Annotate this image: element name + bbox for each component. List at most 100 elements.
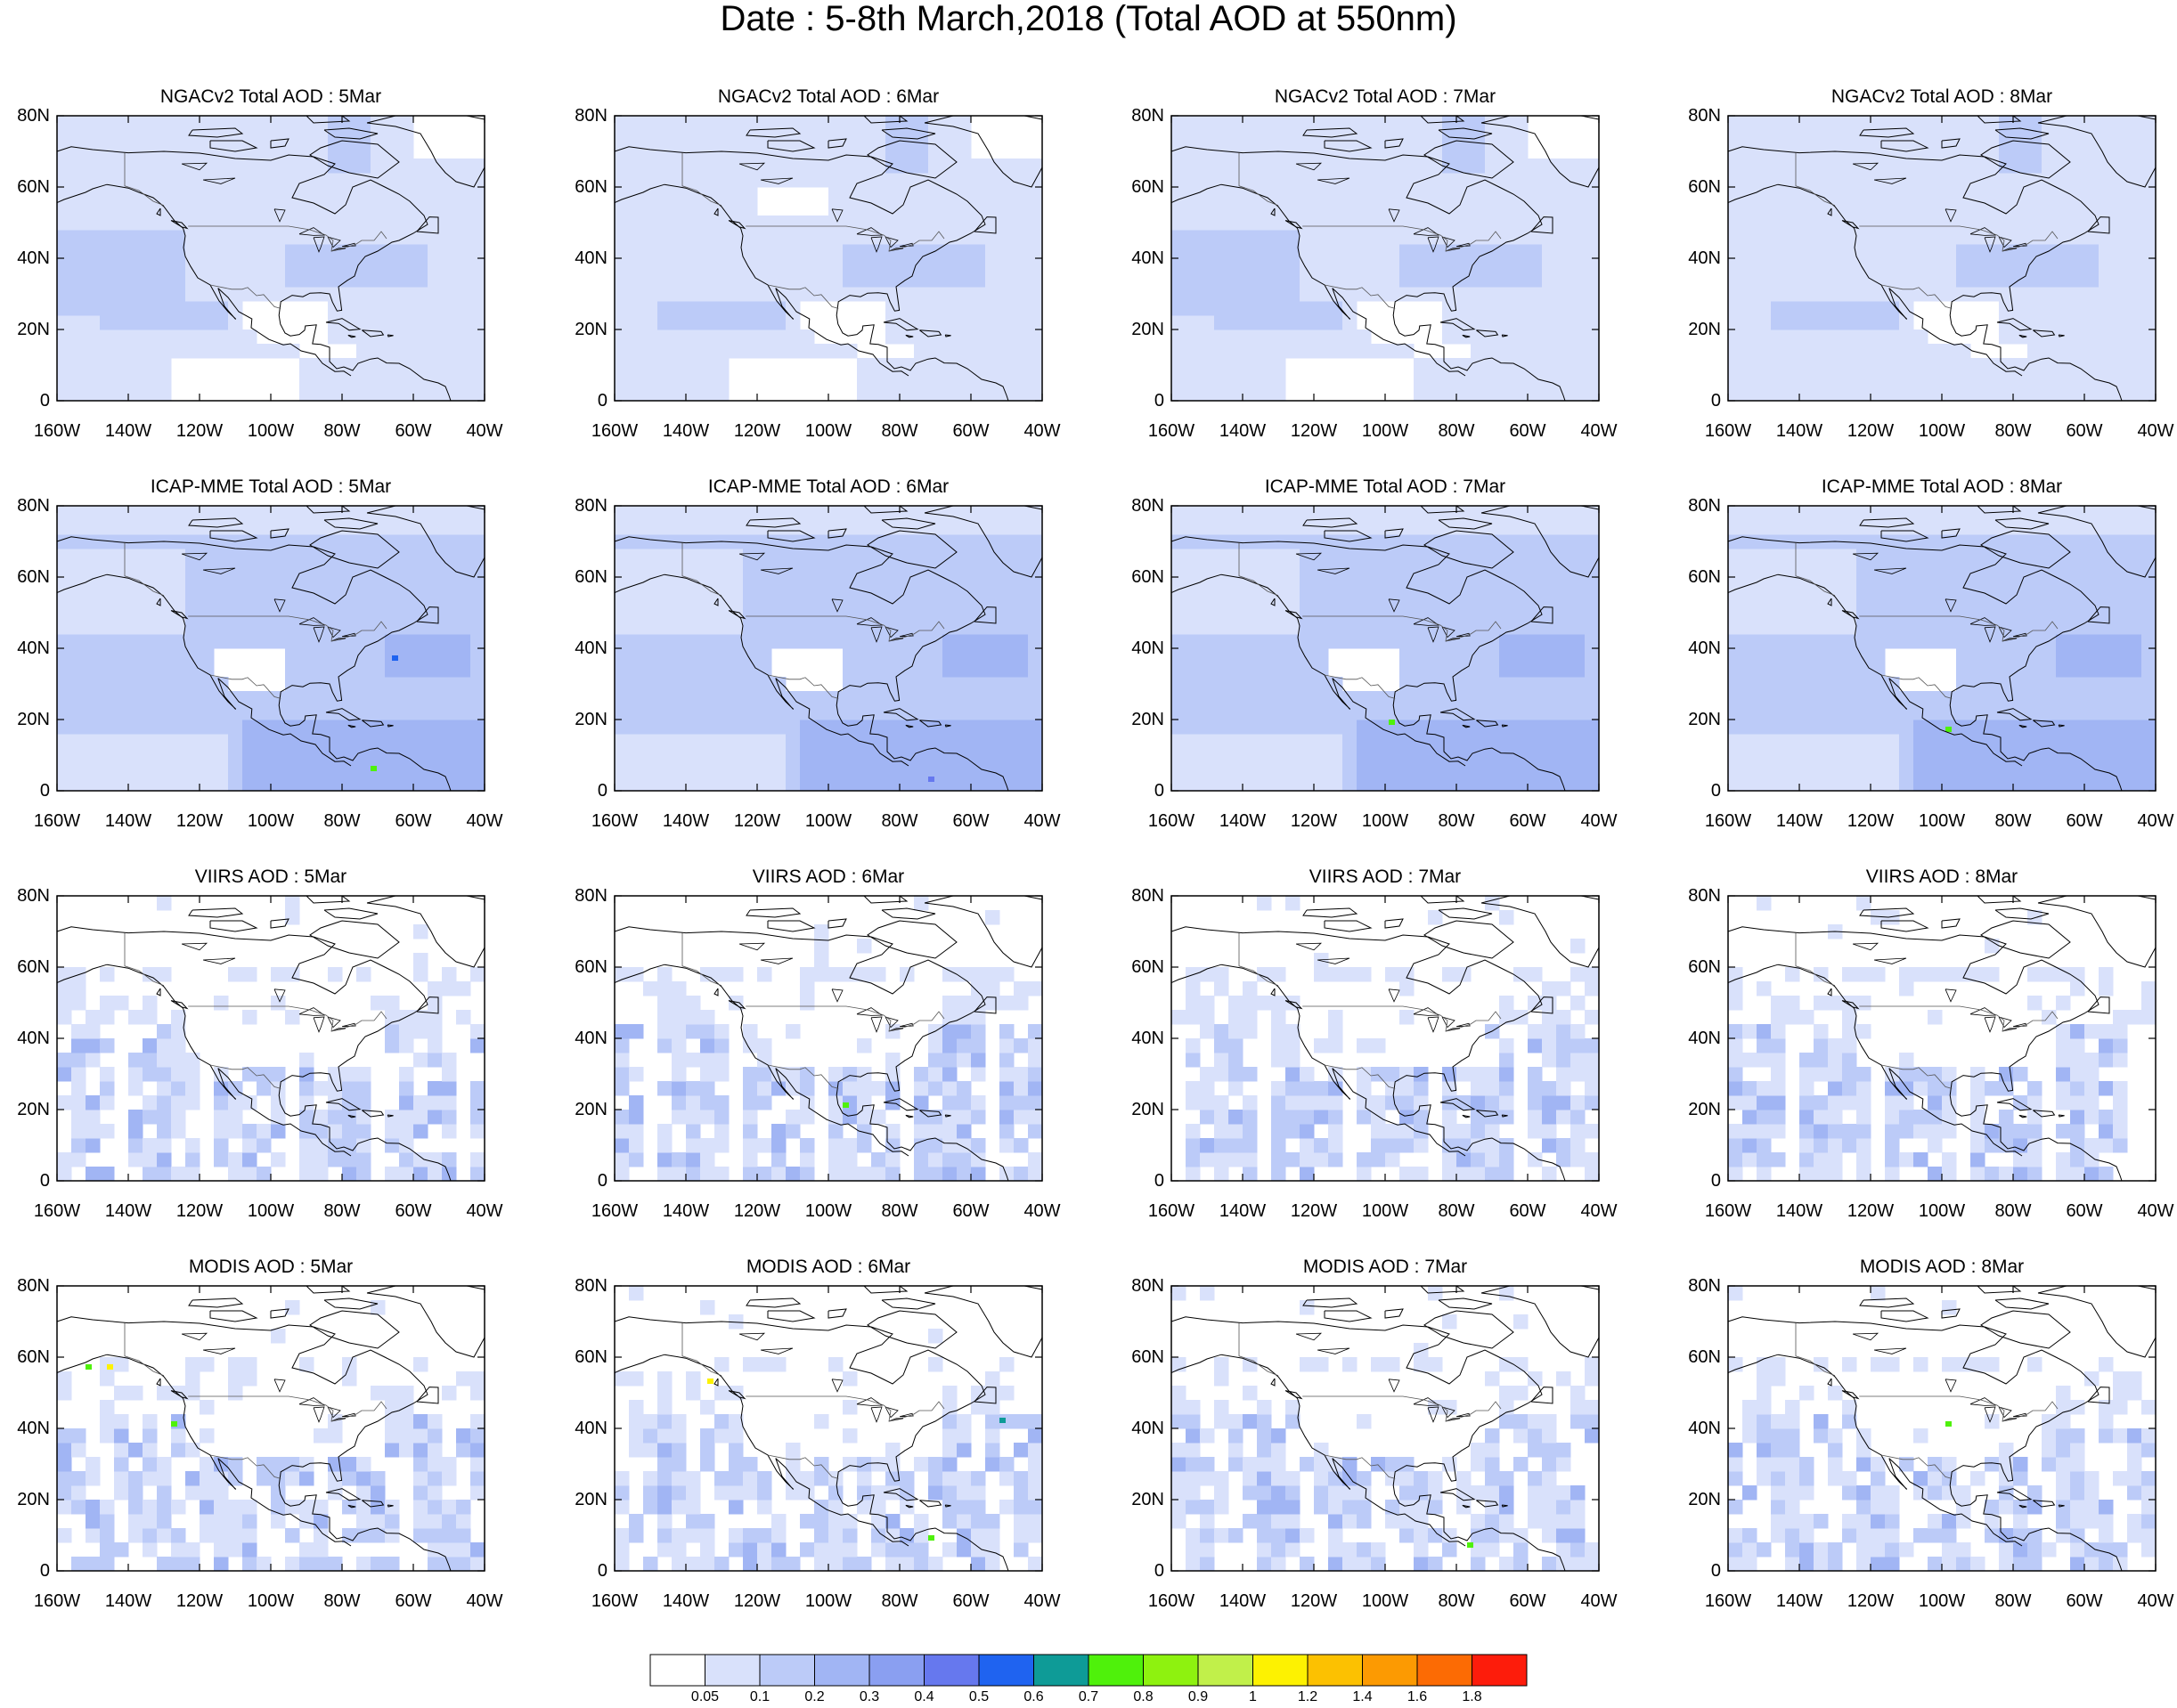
aod-cell <box>1028 549 1043 564</box>
aod-cell <box>413 244 428 259</box>
aod-cell <box>942 620 958 635</box>
aod-cell <box>1442 634 1457 649</box>
aod-cell <box>1186 620 1201 635</box>
aod-cell <box>1399 777 1415 792</box>
aod-cell <box>1728 591 1743 606</box>
aod-cell <box>1999 301 2014 316</box>
aod-cell <box>1513 315 1529 330</box>
aod-cell <box>1186 144 1201 159</box>
aod-cell <box>900 116 915 131</box>
aod-cell <box>1414 372 1429 387</box>
aod-cell <box>399 1038 414 1053</box>
aod-cell <box>1856 591 1871 606</box>
aod-cell <box>1513 549 1529 564</box>
aod-cell <box>1585 272 1600 288</box>
aod-cell <box>857 216 872 231</box>
aod-cell <box>1885 534 1900 549</box>
aod-cell <box>228 116 243 131</box>
aod-cell <box>1942 159 1957 174</box>
aod-cell <box>1942 372 1957 387</box>
aod-cell <box>1357 116 1372 131</box>
aod-cell <box>1257 506 1272 521</box>
aod-cell <box>1556 720 1571 735</box>
aod-cell <box>1300 606 1315 621</box>
aod-cell <box>1171 534 1186 549</box>
lon-tick-label: 80W <box>1994 811 2032 831</box>
aod-cell <box>629 762 644 777</box>
aod-cell <box>1814 173 1829 188</box>
aod-cell <box>1499 230 1514 245</box>
aod-cell <box>399 216 414 231</box>
aod-cell <box>928 358 943 373</box>
aod-cell <box>1243 620 1258 635</box>
aod-cell <box>1300 734 1315 749</box>
aod-cell <box>757 144 772 159</box>
aod-cell <box>299 272 314 288</box>
aod-cell <box>1985 606 2000 621</box>
aod-cell <box>1214 329 1229 345</box>
aod-cell <box>228 634 243 649</box>
aod-cell <box>843 777 858 792</box>
aod-cell <box>285 691 300 706</box>
aod-cell <box>1200 173 1215 188</box>
aod-cell <box>143 677 158 692</box>
aod-cell <box>100 258 115 273</box>
aod-cell <box>1942 130 1957 145</box>
aod-cell <box>957 315 972 330</box>
aod-cell <box>672 187 687 202</box>
aod-cell <box>1757 116 1772 131</box>
aod-cell <box>615 1038 630 1053</box>
aod-cell <box>328 244 343 259</box>
aod-cell <box>413 201 428 216</box>
aod-cell <box>615 144 630 159</box>
aod-cell <box>1842 549 1857 564</box>
aod-cell <box>1200 734 1215 749</box>
aod-cell <box>1799 159 1814 174</box>
aod-cell <box>456 549 471 564</box>
aod-cell <box>2056 144 2071 159</box>
aod-cell <box>615 230 630 245</box>
aod-cell <box>957 144 972 159</box>
aod-cell <box>470 1167 485 1182</box>
aod-cell <box>1499 620 1514 635</box>
aod-cell <box>985 734 1000 749</box>
aod-cell <box>1385 144 1400 159</box>
aod-cell <box>914 372 929 387</box>
aod-cell <box>757 720 772 735</box>
aod-cell <box>914 762 929 777</box>
lat-tick-label: 80N <box>1688 106 1721 126</box>
aod-cell <box>914 159 929 174</box>
aod-cell <box>615 1138 630 1153</box>
aod-cell <box>299 1081 314 1096</box>
aod-cell <box>428 648 443 663</box>
aod-cell <box>242 1010 257 1025</box>
aod-cell <box>413 386 428 402</box>
aod-cell <box>185 705 200 720</box>
aod-cell <box>1928 520 1943 535</box>
aod-cell <box>2127 506 2142 521</box>
aod-cell <box>1428 720 1443 735</box>
aod-cell <box>657 287 673 302</box>
aod-cell <box>2042 648 2057 663</box>
aod-cell <box>771 720 787 735</box>
aod-cell <box>1928 549 1943 564</box>
aod-cell <box>1357 159 1372 174</box>
aod-cell <box>629 705 644 720</box>
aod-cell <box>729 663 744 678</box>
aod-cell <box>1842 344 1857 359</box>
aod-cell <box>71 1138 86 1153</box>
aod-cell <box>399 606 414 621</box>
aod-cell <box>1471 216 1486 231</box>
aod-cell <box>285 620 300 635</box>
aod-cell <box>71 344 86 359</box>
aod-cell <box>1228 549 1243 564</box>
aod-cell <box>1556 187 1571 202</box>
aod-cell <box>1414 677 1429 692</box>
aod-cell <box>2056 201 2071 216</box>
aod-cell <box>2027 386 2042 402</box>
aod-cell <box>1456 329 1472 345</box>
aod-cell <box>700 606 715 621</box>
aod-cell <box>1928 187 1943 202</box>
aod-cell <box>1570 663 1586 678</box>
aod-cell <box>800 344 815 359</box>
